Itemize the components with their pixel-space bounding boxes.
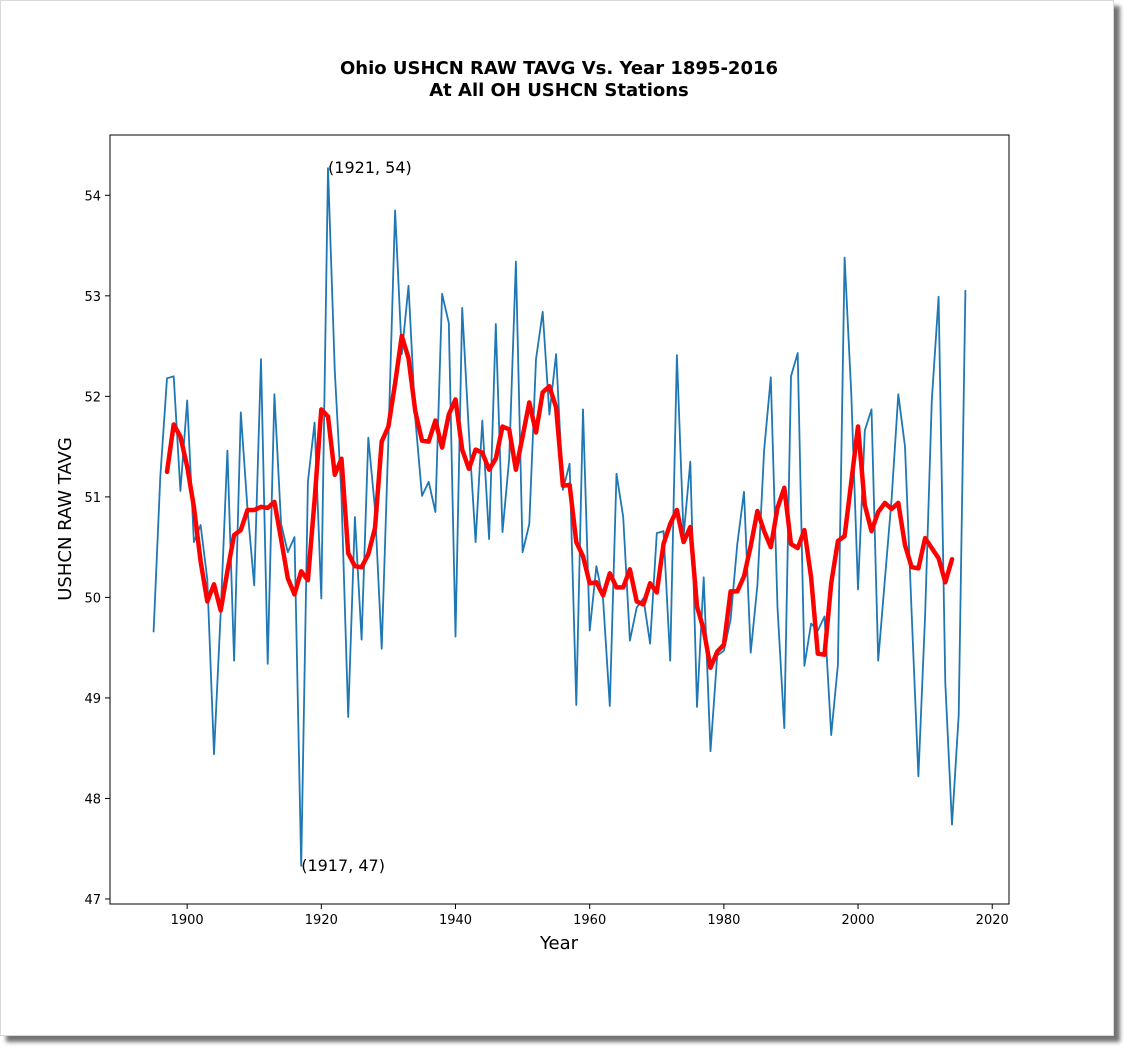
chart-title: Ohio USHCN RAW TAVG Vs. Year 1895-2016 (340, 58, 778, 79)
x-tick-label: 2000 (842, 913, 875, 928)
figure-frame: Ohio USHCN RAW TAVG Vs. Year 1895-2016 A… (0, 0, 1114, 1036)
annotations-layer: (1921, 54) (1917, 47) (301, 158, 412, 875)
plot-area-border (109, 134, 1010, 905)
x-tick-label: 1900 (171, 913, 204, 928)
y-tick-label: 50 (84, 591, 101, 606)
y-tick-label: 48 (84, 792, 101, 807)
x-tick-label: 2020 (976, 913, 1009, 928)
series-layer (152, 167, 967, 867)
x-axis-ticks: 1900 1920 1940 1960 1980 2000 2020 (171, 904, 1009, 928)
line-chart: Ohio USHCN RAW TAVG Vs. Year 1895-2016 A… (55, 58, 1010, 954)
chart-subtitle: At All OH USHCN Stations (429, 80, 689, 101)
x-tick-label: 1920 (305, 913, 338, 928)
x-tick-label: 1940 (439, 913, 472, 928)
annotation-label: (1921, 54) (328, 158, 412, 177)
x-tick-label: 1960 (573, 913, 606, 928)
y-tick-label: 49 (84, 692, 101, 707)
y-tick-label: 51 (84, 491, 101, 506)
annotation-label: (1917, 47) (301, 856, 385, 875)
y-tick-label: 53 (84, 290, 101, 305)
y-axis-ticks: 47 48 49 50 51 52 53 54 (84, 189, 110, 908)
x-axis-label: Year (539, 933, 579, 954)
y-tick-label: 52 (84, 390, 101, 405)
y-axis-label: USHCN RAW TAVG (55, 437, 76, 601)
y-tick-label: 47 (84, 893, 101, 908)
smoothed-tavg-series-line (164, 333, 955, 671)
y-tick-label: 54 (84, 189, 101, 204)
x-tick-label: 1980 (707, 913, 740, 928)
